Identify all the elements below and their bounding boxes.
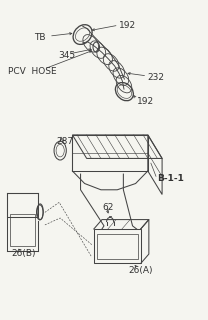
Bar [97, 234, 138, 259]
Bar [7, 193, 38, 217]
Text: PCV  HOSE: PCV HOSE [8, 67, 57, 76]
Text: 192: 192 [137, 98, 154, 107]
Text: 26(A): 26(A) [129, 266, 153, 275]
Text: 287: 287 [56, 137, 73, 146]
Text: 345: 345 [58, 52, 75, 60]
Text: 26(B): 26(B) [11, 249, 36, 258]
Text: 232: 232 [148, 73, 165, 82]
Text: TB: TB [34, 33, 45, 42]
Text: 62: 62 [102, 203, 113, 212]
Bar [94, 229, 141, 263]
Text: B-1-1: B-1-1 [157, 174, 184, 183]
Text: 192: 192 [119, 21, 136, 30]
Bar [10, 214, 35, 246]
